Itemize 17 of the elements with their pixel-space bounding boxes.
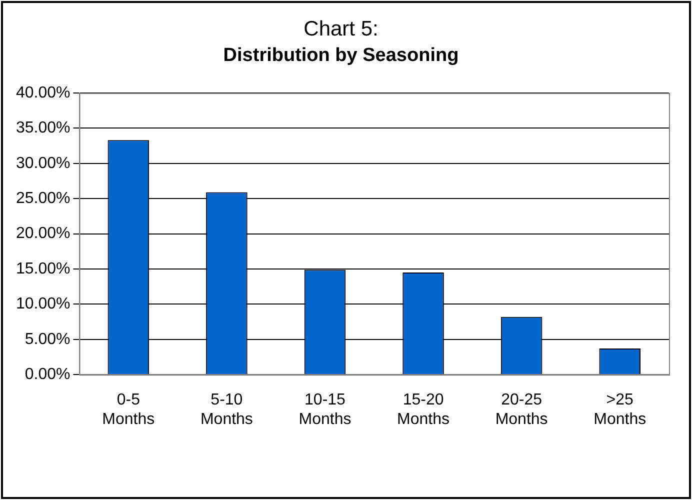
y-tick-label: 15.00%	[16, 260, 70, 278]
y-tick-label: 40.00%	[16, 84, 70, 102]
chart-title: Chart 5:	[304, 17, 378, 40]
y-tick-label: 30.00%	[16, 154, 70, 172]
x-tick-label: 15-20 Months	[397, 392, 450, 428]
y-tick-label: 25.00%	[16, 190, 70, 208]
x-tick-label: 20-25 Months	[495, 392, 548, 428]
y-tick-label: 20.00%	[16, 225, 70, 242]
x-tick-label: 10-15 Months	[298, 392, 352, 428]
y-tick-label: 0.00%	[24, 366, 70, 384]
x-tick-label: 0-5 Months	[102, 392, 155, 428]
x-tick-label: >25 Months	[594, 392, 646, 428]
y-tick-label: 10.00%	[16, 296, 70, 313]
x-tick-label: 5-10 Months	[200, 392, 253, 428]
chart-subtitle: Distribution by Seasoning	[223, 44, 459, 66]
y-tick-label: 5.00%	[24, 330, 70, 348]
y-tick-label: 35.00%	[16, 120, 70, 137]
